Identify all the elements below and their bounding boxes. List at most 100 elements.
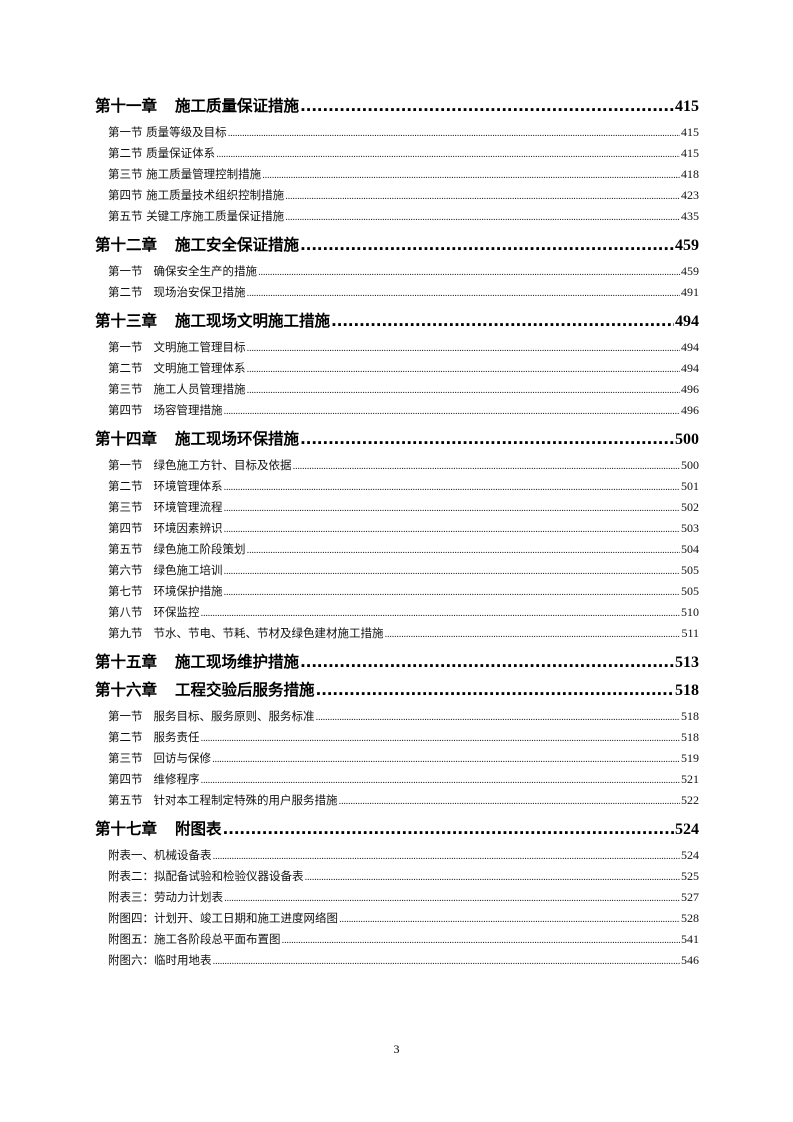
- toc-section-entry[interactable]: 第四节 环境因素辨识 503: [95, 518, 699, 539]
- dot-leader: [216, 145, 680, 166]
- toc-section-entry[interactable]: 附图六：临时用地表 546: [95, 950, 699, 971]
- dot-leader: [200, 604, 680, 625]
- entry-label: 第四节: [108, 772, 143, 786]
- toc-section-entry[interactable]: 第四节 场容管理措施 496: [95, 400, 699, 421]
- entry-label: 第三节: [108, 167, 143, 181]
- dot-leader: [223, 820, 674, 838]
- entry-title: 施工现场文明施工措施: [175, 312, 331, 330]
- entry-title: 施工质量管理控制措施: [146, 167, 262, 181]
- toc-section-entry[interactable]: 第五节 绿色施工阶段策划 504: [95, 539, 699, 560]
- dot-leader: [223, 402, 680, 423]
- entry-title: 附表一、机械设备表: [108, 848, 212, 862]
- toc-section-entry[interactable]: 第五节 针对本工程制定特殊的用户服务措施 522: [95, 790, 699, 811]
- dot-leader: [285, 187, 680, 208]
- dot-leader: [212, 750, 680, 771]
- entry-title: 场容管理措施: [153, 403, 223, 417]
- toc-section-entry[interactable]: 第二节 质量保证体系 415: [95, 143, 699, 164]
- dot-leader: [285, 208, 680, 229]
- dot-leader: [228, 124, 680, 145]
- entry-page-number: 525: [681, 869, 699, 883]
- dot-leader: [300, 653, 674, 671]
- entry-title: 服务责任: [153, 730, 200, 744]
- toc-section-entry[interactable]: 第四节 维修程序 521: [95, 769, 699, 790]
- entry-label: 第一节: [108, 458, 143, 472]
- entry-page-number: 415: [681, 125, 699, 139]
- toc-section-entry[interactable]: 第一节 文明施工管理目标 494: [95, 337, 699, 358]
- toc-section-entry[interactable]: 第三节 环境管理流程 502: [95, 497, 699, 518]
- page-number: 3: [393, 1042, 400, 1056]
- entry-label: 第十七章: [95, 820, 158, 838]
- entry-page-number: 511: [681, 626, 699, 640]
- entry-title: 工程交验后服务措施: [175, 681, 315, 699]
- entry-page-number: 510: [681, 605, 699, 619]
- dot-leader: [223, 478, 680, 499]
- toc-section-entry[interactable]: 第二节 服务责任 518: [95, 727, 699, 748]
- entry-title: 施工质量技术组织控制措施: [146, 188, 285, 202]
- entry-label: 第一节: [108, 125, 143, 139]
- entry-title: 维修程序: [153, 772, 200, 786]
- toc-section-entry[interactable]: 第一节 服务目标、服务原则、服务标准 518: [95, 706, 699, 727]
- toc-section-entry[interactable]: 附表一、机械设备表 524: [95, 845, 699, 866]
- toc-section-entry[interactable]: 第一节 确保安全生产的措施 459: [95, 261, 699, 282]
- dot-leader: [246, 360, 680, 381]
- toc-section-entry[interactable]: 附表三：劳动力计划表 527: [95, 887, 699, 908]
- entry-label: 第九节: [108, 626, 143, 640]
- dot-leader: [339, 910, 680, 931]
- dot-leader: [246, 284, 680, 305]
- entry-title: 现场治安保卫措施: [153, 285, 246, 299]
- entry-label: 第八节: [108, 605, 143, 619]
- entry-title: 绿色施工培训: [153, 563, 223, 577]
- entry-title: 针对本工程制定特殊的用户服务措施: [153, 793, 338, 807]
- toc-section-entry[interactable]: 附图五：施工各阶段总平面布置图 541: [95, 929, 699, 950]
- entry-title: 绿色施工阶段策划: [153, 542, 246, 556]
- toc-section-entry[interactable]: 第六节 绿色施工培训 505: [95, 560, 699, 581]
- toc-section-entry[interactable]: 第三节 回访与保修 519: [95, 748, 699, 769]
- toc-section-entry[interactable]: 第二节 文明施工管理体系 494: [95, 358, 699, 379]
- toc-section-entry[interactable]: 第三节 施工质量管理控制措施 418: [95, 164, 699, 185]
- entry-label: 第十二章: [95, 236, 158, 254]
- dot-leader: [292, 457, 680, 478]
- toc-section-entry[interactable]: 第五节 关键工序施工质量保证措施 435: [95, 206, 699, 227]
- entry-page-number: 546: [681, 953, 699, 967]
- toc-section-entry[interactable]: 第一节 质量等级及目标 415: [95, 122, 699, 143]
- toc-section-entry[interactable]: 第二节 现场治安保卫措施 491: [95, 282, 699, 303]
- entry-title: 文明施工管理目标: [153, 340, 246, 354]
- entry-title: 施工安全保证措施: [175, 236, 300, 254]
- entry-page-number: 494: [675, 313, 699, 330]
- toc-section-entry[interactable]: 第九节 节水、节电、节耗、节材及绿色建材施工措施 511: [95, 623, 699, 644]
- toc-section-entry[interactable]: 第三节 施工人员管理措施 496: [95, 379, 699, 400]
- entry-page-number: 513: [675, 654, 699, 671]
- entry-label: 第一节: [108, 709, 143, 723]
- entry-label: 第五节: [108, 209, 143, 223]
- entry-title: 文明施工管理体系: [153, 361, 246, 375]
- toc-section-entry[interactable]: 第八节 环保监控 510: [95, 602, 699, 623]
- toc-section-entry[interactable]: 第七节 环境保护措施 505: [95, 581, 699, 602]
- dot-leader: [300, 97, 674, 115]
- entry-label: 第二节: [108, 146, 143, 160]
- entry-page-number: 494: [681, 361, 699, 375]
- toc-section-entry[interactable]: 第四节 施工质量技术组织控制措施 423: [95, 185, 699, 206]
- entry-title: 服务目标、服务原则、服务标准: [153, 709, 315, 723]
- entry-title: 附图四：计划开、竣工日期和施工进度网络图: [108, 911, 338, 925]
- dot-leader: [246, 339, 680, 360]
- entry-title: 环保监控: [153, 605, 200, 619]
- dot-leader: [224, 889, 680, 910]
- entry-page-number: 518: [681, 730, 699, 744]
- toc-section-entry[interactable]: 附表二：拟配备试验和检验仪器设备表 525: [95, 866, 699, 887]
- dot-leader: [213, 952, 681, 973]
- toc-section-entry[interactable]: 第二节 环境管理体系 501: [95, 476, 699, 497]
- toc-section-entry[interactable]: 附图四：计划开、竣工日期和施工进度网络图 528: [95, 908, 699, 929]
- entry-page-number: 541: [681, 932, 699, 946]
- toc-section-entry[interactable]: 第一节 绿色施工方针、目标及依据 500: [95, 455, 699, 476]
- entry-title: 附图五：施工各阶段总平面布置图: [108, 932, 281, 946]
- entry-label: 第三节: [108, 751, 143, 765]
- entry-page-number: 502: [681, 500, 699, 514]
- entry-title: 施工人员管理措施: [153, 382, 246, 396]
